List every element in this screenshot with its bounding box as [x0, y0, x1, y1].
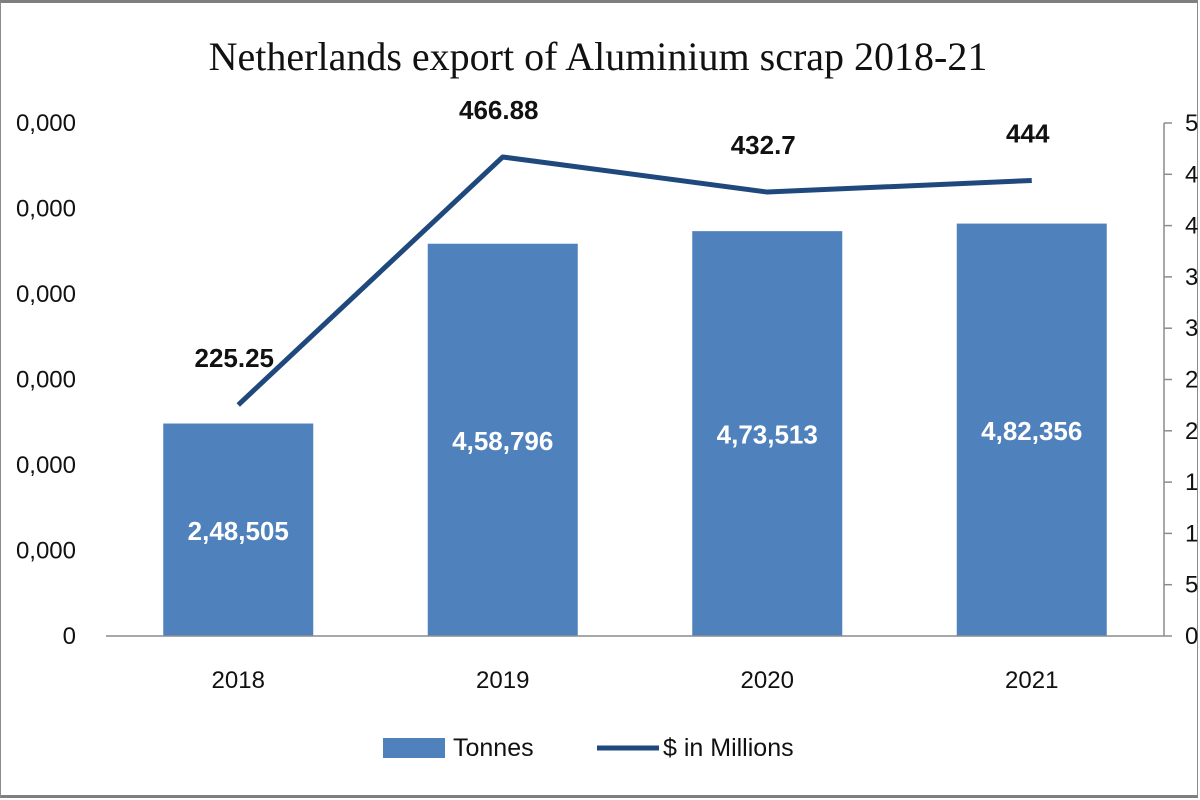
left-axis-tick-label: 0,000 — [16, 281, 76, 308]
bar — [956, 223, 1107, 636]
legend-label-dollars: $ in Millions — [663, 734, 794, 762]
bar-data-label: 4,82,356 — [981, 416, 1082, 446]
left-axis-tick-label: 0,000 — [16, 367, 76, 394]
legend-swatch-tonnes — [383, 738, 445, 758]
bar-data-label: 4,58,796 — [452, 426, 553, 456]
right-axis-tick-label: 5 — [1185, 572, 1198, 599]
line-data-label: 466.88 — [459, 95, 539, 125]
x-axis-category-label: 2021 — [1005, 667, 1058, 694]
left-axis: 0 0,000 0,000 0,000 0,000 0,000 0,000 — [16, 110, 76, 650]
x-axis-category-label: 2018 — [212, 667, 265, 694]
x-axis-category-label: 2020 — [741, 667, 794, 694]
line-path — [236, 154, 1032, 407]
right-axis-tick-label: 1 — [1185, 469, 1198, 496]
right-axis-tick-label: 0 — [1185, 623, 1198, 650]
bar — [692, 231, 843, 637]
bar-series: 2,48,505 4,58,796 4,73,513 4,82,356 — [163, 223, 1107, 637]
left-axis-tick-label: 0,000 — [16, 110, 76, 137]
line-data-label: 444 — [1006, 118, 1050, 148]
legend-label-tonnes: Tonnes — [453, 734, 534, 762]
bar-data-label: 2,48,505 — [188, 516, 289, 546]
left-axis-tick-label: 0,000 — [16, 452, 76, 479]
line-series: 225.25 466.88 432.7 444 — [194, 95, 1050, 407]
right-axis-tick-label: 1 — [1185, 520, 1198, 547]
right-axis-tick-label: 4 — [1185, 161, 1198, 188]
chart-title: Netherlands export of Aluminium scrap 20… — [209, 34, 988, 79]
right-axis-tick-label: 3 — [1185, 315, 1198, 342]
right-axis-tick-label: 4 — [1185, 213, 1198, 240]
line-data-label: 225.25 — [194, 343, 274, 373]
left-axis-tick-label: 0 — [63, 623, 76, 650]
left-axis-tick-label: 0,000 — [16, 538, 76, 565]
right-axis-tick-label: 5 — [1185, 110, 1198, 137]
bar — [427, 243, 578, 636]
right-axis-tick-label: 2 — [1185, 367, 1198, 394]
line-data-label: 432.7 — [731, 130, 796, 160]
right-axis: 0 5 1 1 2 2 3 3 4 4 5 — [1163, 110, 1198, 650]
x-axis-category-label: 2019 — [476, 667, 529, 694]
x-axis: 2018 2019 2020 2021 — [106, 635, 1164, 694]
legend: Tonnes $ in Millions — [383, 734, 794, 762]
right-axis-tick-label: 3 — [1185, 264, 1198, 291]
bar — [163, 423, 314, 636]
left-axis-tick-label: 0,000 — [16, 196, 76, 223]
bar-data-label: 4,73,513 — [717, 420, 818, 450]
right-axis-tick-label: 2 — [1185, 418, 1198, 445]
